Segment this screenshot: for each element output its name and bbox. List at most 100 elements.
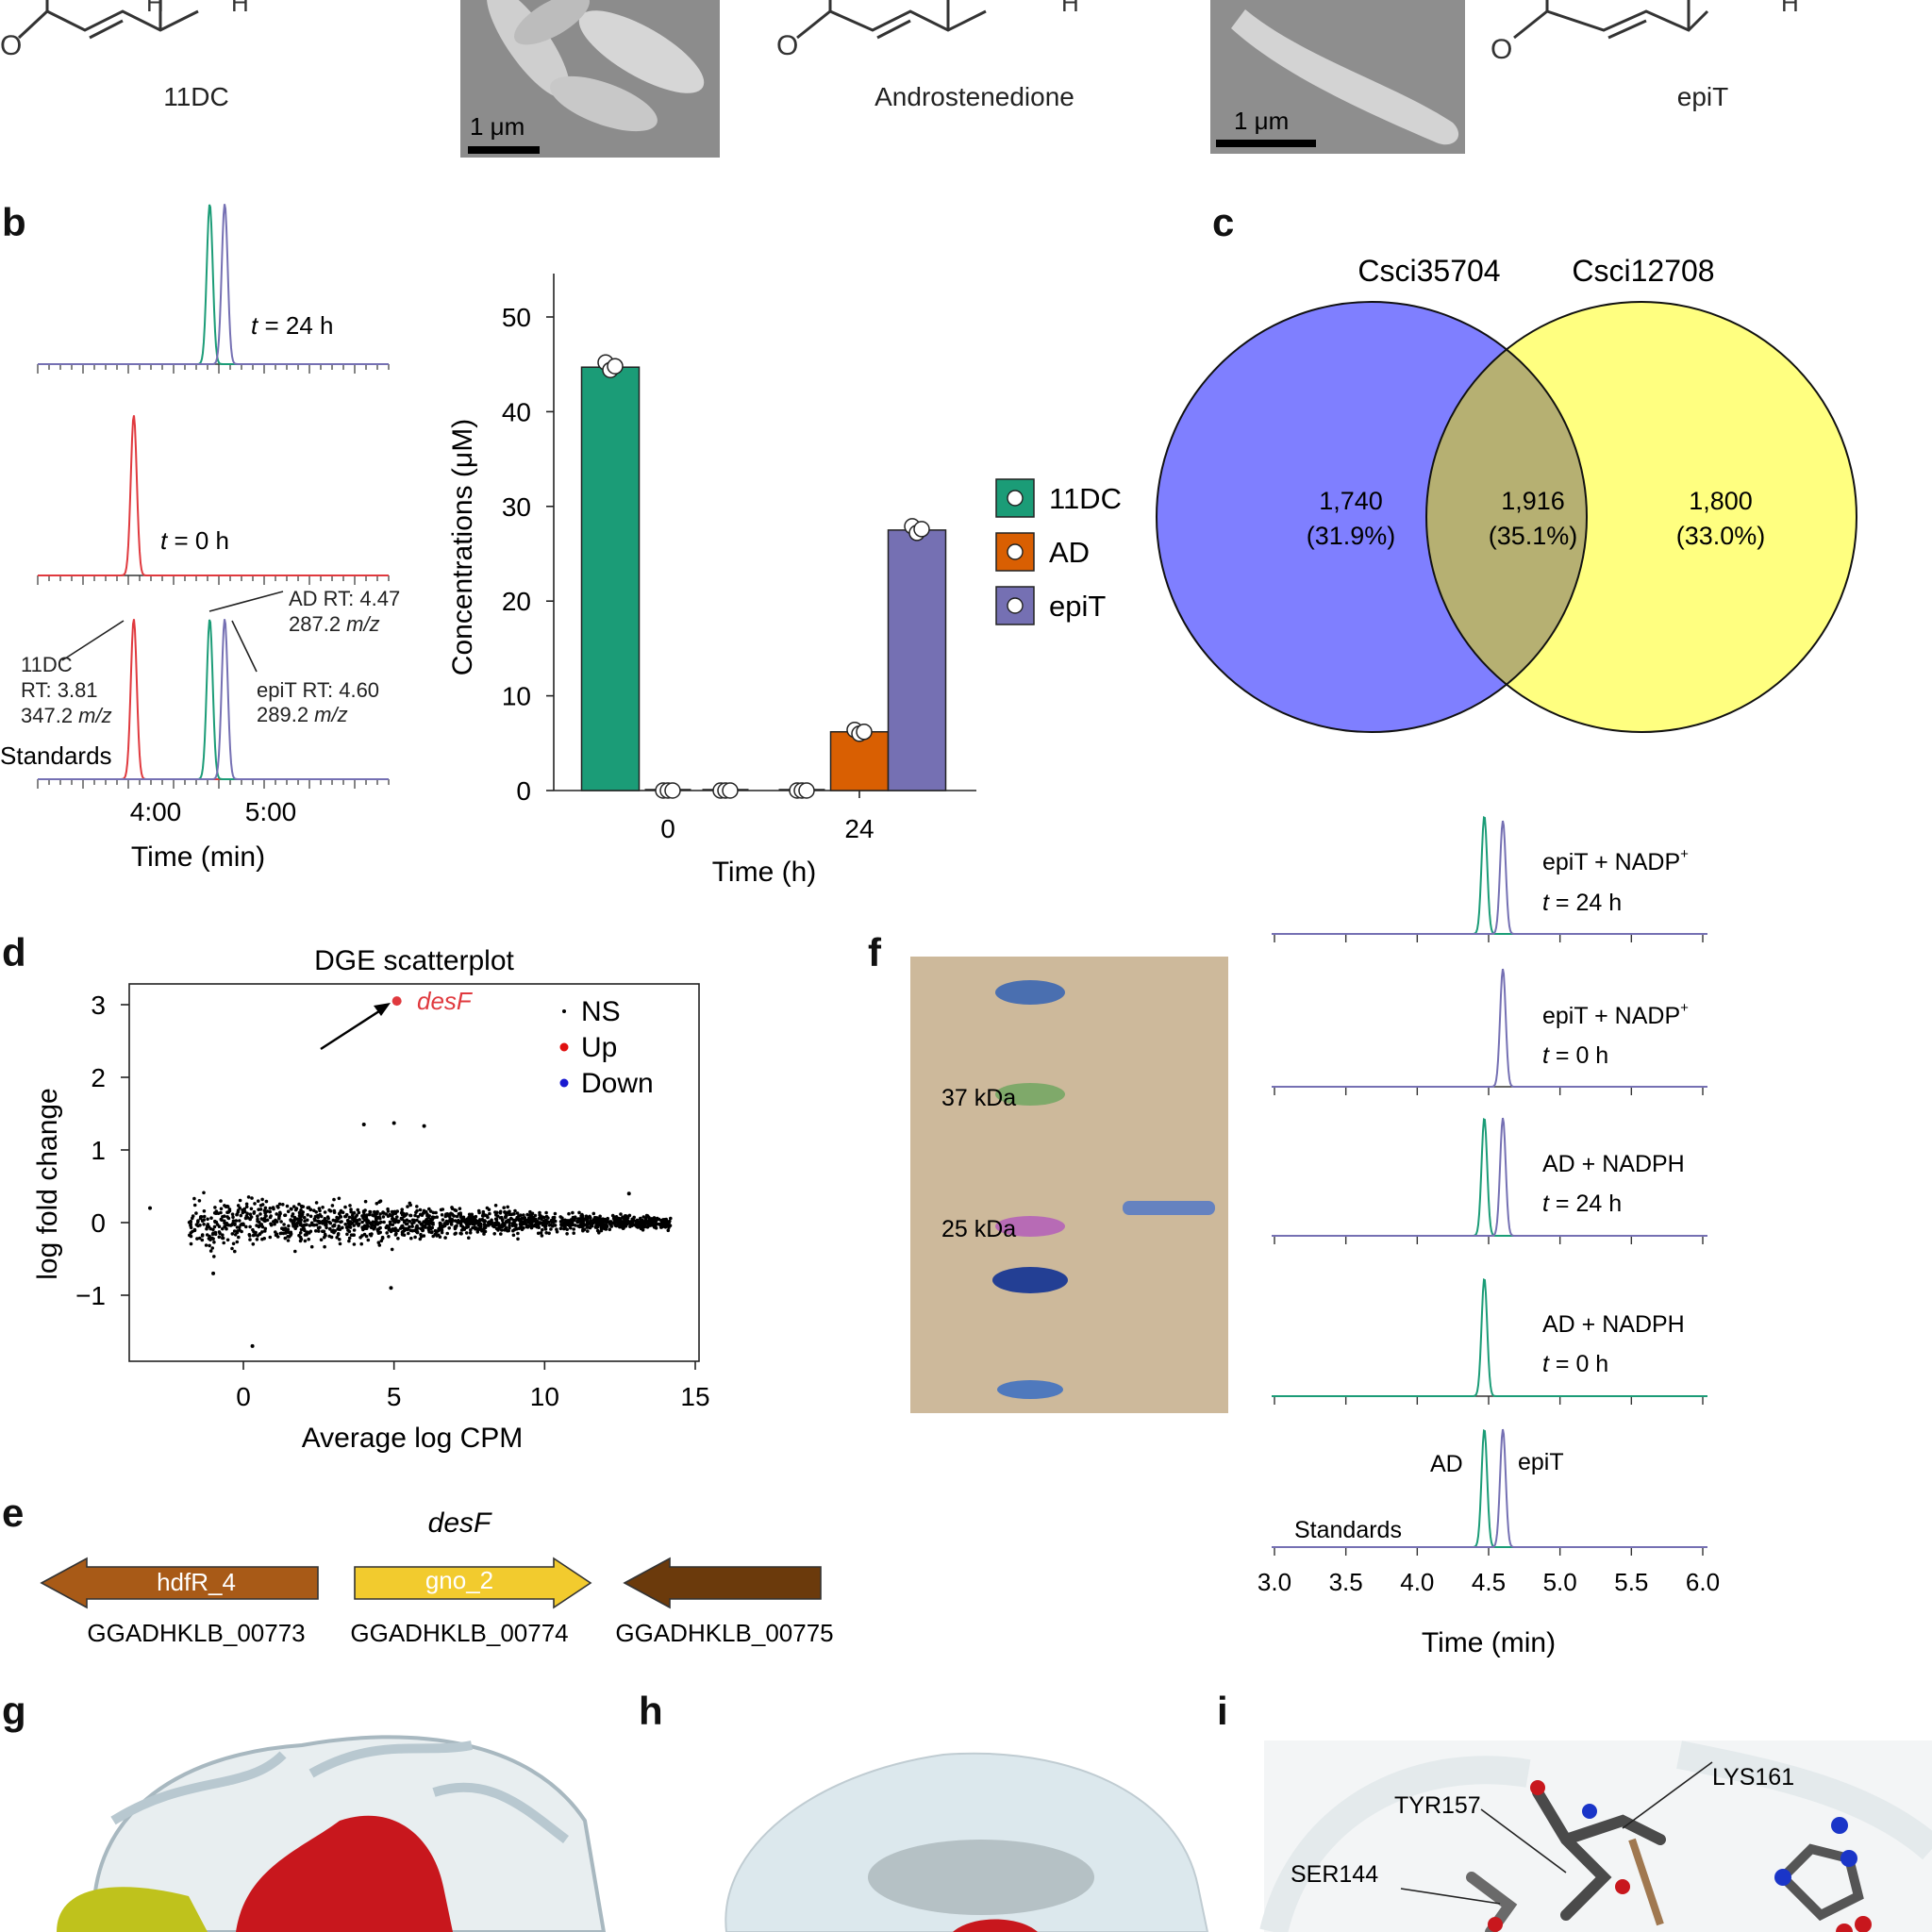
chromatogram-peak (1272, 968, 1707, 1088)
bar-xtick-label: 0 (660, 814, 675, 843)
scatter-legend-label: Down (581, 1068, 654, 1099)
chrom-f-xlabel: Time (min) (1422, 1627, 1556, 1658)
oxygen-atom: O (776, 30, 798, 61)
ns-point (211, 1271, 216, 1275)
venn-left-name: Csci35704 (1357, 254, 1500, 288)
gene-neighborhood: desF hdfR_4 GGADHKLB_00773 gno_2 GGADHKL… (40, 1507, 834, 1647)
chromatogram-peak (38, 204, 389, 365)
scatter-legend: NS Up Down (559, 996, 654, 1099)
scatter-xtick-label: 0 (236, 1382, 251, 1411)
structure-epit: O H epiT (1491, 0, 1799, 111)
legend-marker (562, 1009, 566, 1013)
panel-label-i: i (1217, 1689, 1228, 1733)
scatter-ytick-label: 0 (91, 1208, 106, 1238)
bar-chart-b: Concentrations (μM) Time (h) 11DCADepiT … (447, 274, 1122, 888)
chromatogram-peak (1272, 1117, 1707, 1237)
bar-epit-24h (887, 529, 947, 791)
ns-point (391, 1121, 396, 1125)
scatter-xtick-label: 5 (387, 1382, 402, 1411)
panel-label-d: d (2, 930, 26, 974)
gene-id-00774: GGADHKLB_00774 (350, 1619, 568, 1647)
ladder-band (992, 1267, 1068, 1293)
chromatogram-peak (1272, 1117, 1707, 1237)
compound-label-androstenedione: Androstenedione (874, 82, 1074, 111)
panel-label-f: f (868, 930, 882, 974)
panel-label-e: e (2, 1491, 24, 1535)
ladder-band (995, 1083, 1065, 1106)
ns-point (422, 1124, 426, 1128)
venn-right-count: 1,800 (1689, 487, 1753, 515)
bar-ytick-label: 50 (502, 303, 531, 332)
oxygen-atom: O (1491, 34, 1512, 65)
trace-condition-label: AD + NADPH (1542, 1311, 1685, 1338)
bar-ytick-label: 10 (502, 682, 531, 711)
venn-overlap-count: 1,916 (1501, 487, 1565, 515)
legend-label: 11DC (1049, 482, 1122, 515)
active-site-i: TYR157 LYS161 SER144 (1259, 1740, 1932, 1932)
chrom-f-xtick-label: 4.5 (1472, 1568, 1506, 1596)
protein-ribbon-g (57, 1735, 607, 1932)
bar-chart-ylabel: Concentrations (μM) (447, 419, 478, 675)
bar-chart-legend: 11DC AD epiT (995, 478, 1122, 625)
scatter-ytick-label: 3 (91, 991, 106, 1020)
scalebar-label: 1 μm (470, 112, 525, 141)
replicate-point (798, 782, 815, 799)
desf-label: desF (417, 987, 474, 1015)
venn-diagram: Csci35704 Csci12708 1,740 (31.9%) 1,916 … (1156, 254, 1857, 733)
replicate-point (664, 782, 681, 799)
chrom-b-xtick-400: 4:00 (130, 797, 182, 826)
trace-condition-label: AD + NADPH (1542, 1151, 1685, 1177)
trace-standards-label: Standards (1294, 1517, 1402, 1543)
sem-image-1: 1 μm (460, 0, 720, 158)
chrom-f-xtick-label: 5.5 (1614, 1568, 1648, 1596)
hydrogen-atom: H (146, 0, 164, 17)
panel-a: O H H 11DC 1 μm O H Androstenedione (0, 0, 1799, 158)
gene-arrow-hdfr4 (40, 1557, 319, 1609)
venn-overlap (1426, 350, 1587, 684)
replicate-point (722, 782, 739, 799)
trace-label-standards: Standards (0, 741, 112, 770)
scatter-ytick-label: 2 (91, 1063, 106, 1092)
trace-label-0h: t = 0 h (160, 526, 229, 555)
trace-condition-label: epiT + NADP+ (1542, 1000, 1689, 1029)
scalebar-label: 1 μm (1234, 107, 1289, 135)
legend-label: AD (1049, 536, 1090, 569)
ns-point (626, 1191, 631, 1196)
scatter-legend-label: NS (581, 996, 621, 1027)
scatter-ylabel: log fold change (32, 1088, 63, 1280)
dge-scatterplot: DGE scatterplot Average log CPM log fold… (32, 945, 710, 1454)
chrom-f-xtick-label: 3.0 (1257, 1568, 1291, 1596)
trace-time-label: t = 0 h (1542, 1351, 1608, 1377)
trace-time-label: t = 24 h (1542, 1191, 1622, 1217)
scatter-ytick-label: −1 (75, 1281, 106, 1310)
hydrogen-atom: H (231, 0, 249, 17)
panel-label-c: c (1212, 200, 1234, 244)
chromatogram-peak (1272, 1428, 1707, 1548)
chrom-f-xtick-label: 6.0 (1686, 1568, 1720, 1596)
sem-image-2: 1 μm (1210, 0, 1465, 154)
sds-page-gel: 37 kDa 25 kDa (910, 957, 1228, 1413)
panel-label-b: b (2, 200, 26, 244)
peak-label-ad: AD (1430, 1451, 1463, 1477)
venn-right-pct: (33.0%) (1676, 522, 1766, 550)
trace-condition-label: epiT + NADP+ (1542, 846, 1689, 875)
legend-marker (559, 1078, 569, 1088)
trace-label-24h: t = 24 h (251, 311, 333, 340)
structure-androstenedione: O H Androstenedione (776, 0, 1079, 111)
ns-point-cloud (148, 1121, 673, 1348)
ns-point (361, 1123, 366, 1127)
bar-ytick-label: 20 (502, 587, 531, 616)
ladder-band (995, 980, 1065, 1005)
marker-37kda: 37 kDa (941, 1085, 1016, 1111)
chromatograms-b: t = 24 h t = 0 h Standards 11DC RT: 3.81… (0, 204, 400, 873)
hydrogen-atom: H (1781, 0, 1799, 17)
chromatogram-peak (38, 619, 389, 780)
gene-id-00775: GGADHKLB_00775 (615, 1619, 833, 1647)
scatter-legend-label: Up (581, 1032, 617, 1063)
chromatograms-f: Time (min) epiT + NADP+ t = 24 h epiT + NA… (1257, 815, 1720, 1658)
bar-chart-xlabel: Time (h) (712, 857, 817, 888)
scatter-xtick-label: 10 (530, 1382, 559, 1411)
bar-ytick-label: 40 (502, 397, 531, 426)
epit-mz-annotation: 289.2 m/z (257, 703, 348, 726)
